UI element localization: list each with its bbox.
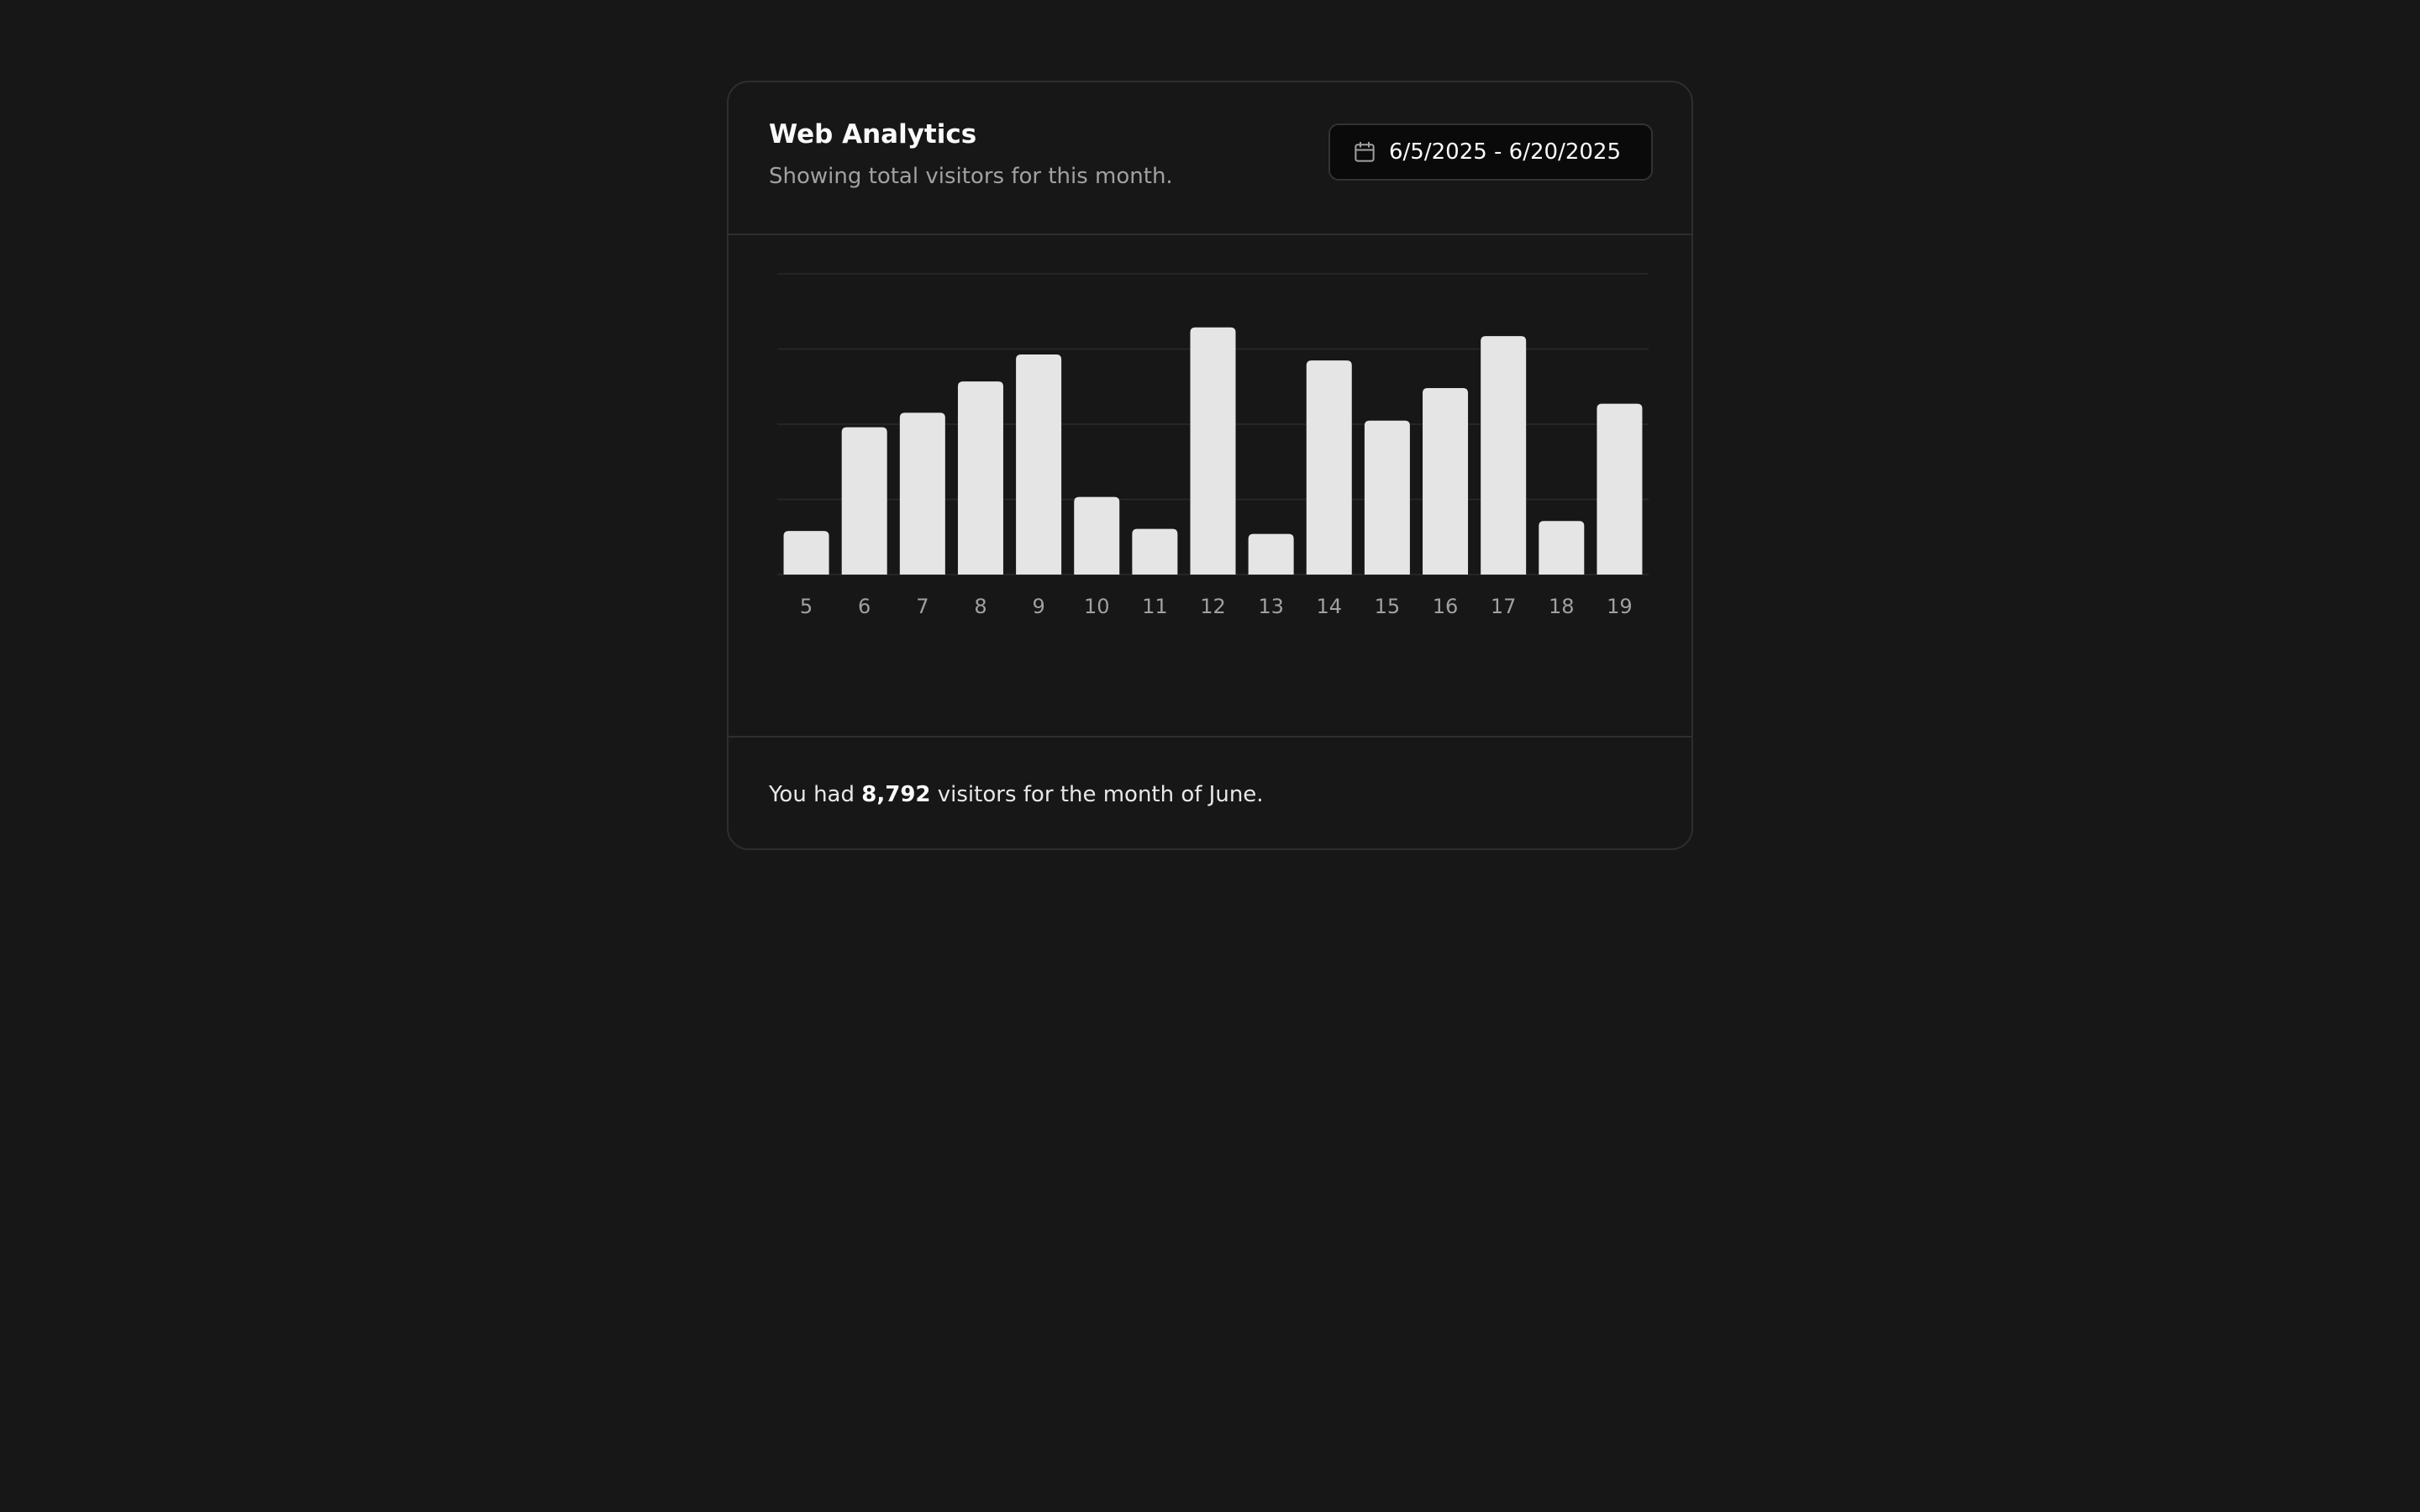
bar-17[interactable] — [1481, 336, 1527, 575]
analytics-card: Web Analytics Showing total visitors for… — [727, 81, 1693, 850]
card-subtitle: Showing total visitors for this month. — [769, 164, 1173, 189]
bar-19[interactable] — [1597, 403, 1643, 575]
bar-5[interactable] — [783, 531, 829, 575]
x-tick-label: 17 — [1491, 595, 1517, 618]
visitor-count: 8,792 — [861, 782, 931, 807]
bar-7[interactable] — [899, 412, 945, 575]
x-tick-label: 7 — [916, 595, 929, 618]
bar-15[interactable] — [1364, 420, 1410, 575]
footer-suffix: visitors for the month of June. — [930, 782, 1264, 807]
bar-6[interactable] — [841, 427, 887, 575]
x-tick-label: 18 — [1549, 595, 1575, 618]
x-tick-label: 12 — [1200, 595, 1226, 618]
bar-12[interactable] — [1190, 327, 1236, 575]
date-range-label: 6/5/2025 - 6/20/2025 — [1389, 139, 1621, 165]
x-tick-label: 19 — [1607, 595, 1633, 618]
bar-11[interactable] — [1132, 528, 1178, 575]
bar-18[interactable] — [1539, 521, 1585, 575]
card-title: Web Analytics — [769, 119, 977, 150]
date-range-picker-button[interactable]: 6/5/2025 - 6/20/2025 — [1328, 123, 1653, 181]
x-tick-label: 5 — [800, 595, 813, 618]
calendar-icon — [1352, 139, 1377, 165]
x-tick-label: 6 — [858, 595, 871, 618]
footer-summary: You had 8,792 visitors for the month of … — [769, 780, 1264, 810]
x-tick-label: 11 — [1142, 595, 1168, 618]
visitors-bar-chart: 5 6 7 8 9 10 11 12 13 14 15 16 17 18 19 — [729, 235, 1691, 736]
chart-canvas: 5 6 7 8 9 10 11 12 13 14 15 16 17 18 19 — [777, 273, 1649, 618]
bar-9[interactable] — [1016, 354, 1062, 575]
bar-10[interactable] — [1074, 496, 1120, 575]
x-tick-label: 15 — [1375, 595, 1401, 618]
card-header: Web Analytics Showing total visitors for… — [729, 82, 1691, 235]
x-tick-label: 13 — [1258, 595, 1284, 618]
x-tick-label: 10 — [1084, 595, 1110, 618]
x-tick-label: 9 — [1032, 595, 1044, 618]
bar-8[interactable] — [957, 381, 1003, 575]
card-footer: You had 8,792 visitors for the month of … — [729, 736, 1691, 848]
footer-prefix: You had — [769, 782, 862, 807]
bar-13[interactable] — [1248, 533, 1294, 575]
x-tick-label: 14 — [1316, 595, 1342, 618]
bar-14[interactable] — [1306, 360, 1352, 575]
x-tick-label: 8 — [974, 595, 986, 618]
bar-16[interactable] — [1423, 388, 1469, 575]
x-tick-label: 16 — [1433, 595, 1459, 618]
